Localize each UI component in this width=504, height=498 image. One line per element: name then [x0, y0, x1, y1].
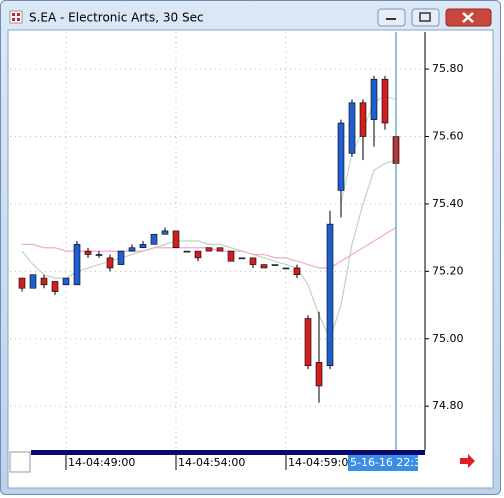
candle-body [227, 250, 235, 262]
y-tick-label: 74.80 [432, 399, 464, 412]
candle-body [128, 247, 136, 252]
candle-body [183, 250, 191, 253]
candle-body [304, 318, 312, 367]
moving-average-line [21, 159, 397, 341]
candle-body [337, 122, 345, 191]
candle-body [29, 274, 37, 289]
y-tick-label: 75.00 [432, 332, 464, 345]
candle-body [205, 247, 213, 252]
candle-body [194, 250, 202, 259]
candle-body [84, 250, 92, 255]
scroll-right-arrow[interactable] [460, 454, 475, 468]
close-button[interactable] [445, 8, 492, 27]
candle-body [117, 250, 125, 265]
candle-body [62, 277, 70, 286]
candle-body [106, 257, 114, 269]
candle-body [381, 78, 389, 124]
candle-body [139, 244, 147, 249]
candle-body [282, 267, 290, 270]
candle-body [73, 244, 81, 286]
corner-box [9, 451, 31, 473]
cursor-label: 5-16-16 22:34:00 [350, 456, 446, 469]
candle-body [150, 233, 158, 245]
candle-body [216, 247, 224, 252]
y-tick-label: 75.80 [432, 62, 464, 75]
candle-body [95, 254, 103, 256]
window-title: S.EA - Electronic Arts, 30 Sec [29, 11, 204, 25]
candle-body [293, 267, 301, 276]
minimize-button[interactable] [377, 8, 406, 27]
cursor-label-bg [348, 455, 418, 471]
x-tick-label: 14-04:54:00 [178, 456, 245, 469]
y-tick-label: 75.20 [432, 264, 464, 277]
time-scrollbar[interactable] [31, 450, 425, 455]
candle-body [326, 223, 334, 367]
candle-body [18, 277, 26, 289]
plot: 74.80 75.00 75.20 75.40 75.60 75.80 14-04:49:0… [10, 32, 464, 471]
candle-body [249, 257, 257, 265]
x-tick-label: 14-04:59:00 [288, 456, 355, 469]
candle-body [51, 281, 59, 292]
y-tick-label: 75.40 [432, 197, 464, 210]
app-icon [9, 10, 23, 24]
candle-body [348, 102, 356, 154]
candle-body [370, 78, 378, 120]
candle-body [238, 257, 246, 260]
maximize-button[interactable] [411, 8, 440, 27]
candle-body [40, 277, 48, 286]
candle-body [172, 230, 180, 249]
candle-body [271, 264, 279, 266]
candle-body [359, 102, 367, 137]
y-tick-label: 75.60 [432, 130, 464, 143]
candle-body [260, 264, 268, 269]
candle-body [315, 362, 323, 387]
x-tick-label: 14-04:49:00 [68, 456, 135, 469]
candle-body [161, 230, 169, 235]
